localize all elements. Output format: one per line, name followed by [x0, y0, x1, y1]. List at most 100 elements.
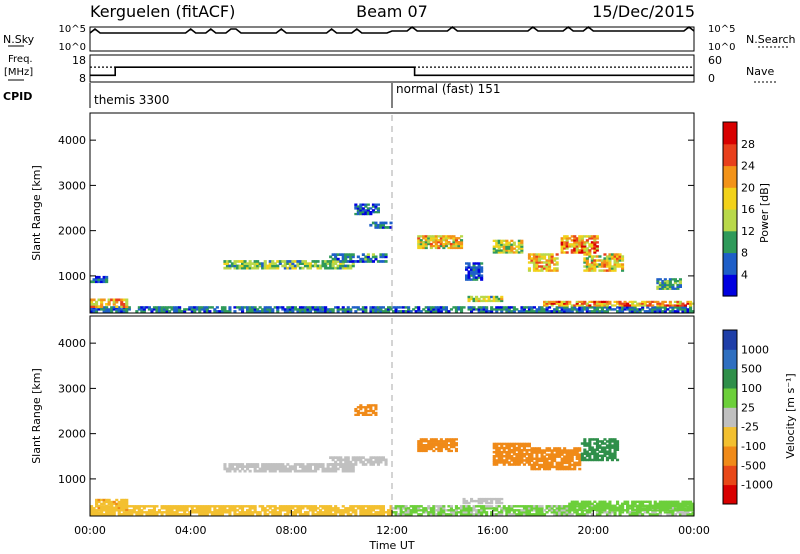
heatmap-cell	[656, 506, 660, 509]
heatmap-cell	[631, 306, 635, 309]
heatmap-cell	[621, 502, 625, 505]
heatmap-cell	[480, 276, 484, 279]
heatmap-cell	[374, 511, 378, 514]
heatmap-cell	[311, 264, 315, 268]
heatmap-cell	[354, 205, 358, 208]
heatmap-cell	[384, 255, 388, 259]
heatmap-cell	[321, 306, 325, 309]
heatmap-cell	[356, 507, 360, 510]
heatmap-cell	[228, 308, 232, 311]
heatmap-cell	[178, 509, 182, 512]
heatmap-cell	[409, 513, 413, 516]
heatmap-cell	[600, 440, 604, 443]
heatmap-cell	[560, 247, 564, 250]
heatmap-cell	[590, 446, 594, 449]
heatmap-cell	[422, 445, 426, 449]
heatmap-cell	[225, 310, 229, 313]
heatmap-cell	[392, 511, 396, 514]
heatmap-cell	[666, 287, 670, 290]
heatmap-cell	[590, 235, 594, 238]
heatmap-cell	[583, 235, 587, 238]
heatmap-cell	[424, 507, 428, 510]
heatmap-cell	[623, 300, 627, 303]
heatmap-cell	[454, 237, 458, 240]
heatmap-cell	[314, 264, 318, 268]
heatmap-cell	[457, 511, 461, 514]
heatmap-cell	[334, 467, 338, 471]
heatmap-cell	[548, 300, 552, 303]
heatmap-cell	[454, 310, 458, 313]
heatmap-cell	[248, 509, 252, 512]
heatmap-cell	[527, 253, 531, 256]
heatmap-cell	[112, 508, 116, 511]
heatmap-cell	[673, 306, 677, 309]
heatmap-cell	[115, 305, 119, 308]
heatmap-cell	[228, 507, 232, 510]
heatmap-cell	[419, 239, 423, 242]
heatmap-cell	[598, 502, 602, 505]
heatmap-cell	[258, 511, 262, 514]
heatmap-cell	[530, 253, 534, 256]
heatmap-cell	[583, 506, 587, 509]
heatmap-cell	[480, 270, 484, 273]
heatmap-cell	[656, 302, 660, 305]
heatmap-cell	[638, 511, 642, 514]
heatmap-cell	[555, 308, 559, 311]
heatmap-cell	[170, 507, 174, 510]
heatmap-cell	[140, 306, 144, 309]
heatmap-cell	[449, 237, 453, 240]
heatmap-cell	[638, 506, 642, 509]
heatmap-cell	[364, 406, 368, 409]
heatmap-cell	[125, 502, 129, 506]
heatmap-cell	[608, 446, 612, 449]
heatmap-cell	[308, 463, 312, 466]
heatmap-cell	[266, 513, 270, 516]
heatmap-cell	[381, 253, 385, 256]
heatmap-cell	[532, 263, 536, 266]
heatmap-cell	[253, 465, 257, 468]
heatmap-cell	[608, 506, 612, 509]
heatmap-cell	[507, 461, 511, 464]
heatmap-cell	[444, 513, 448, 516]
heatmap-cell	[608, 511, 612, 514]
heatmap-cell	[308, 306, 312, 309]
heatmap-cell	[482, 310, 486, 313]
heatmap-cell	[316, 264, 320, 268]
heatmap-cell	[444, 306, 448, 309]
heatmap-cell	[532, 269, 536, 272]
heatmap-cell	[228, 467, 232, 471]
heatmap-cell	[590, 263, 594, 266]
heatmap-cell	[288, 264, 292, 268]
heatmap-cell	[198, 511, 202, 514]
heatmap-cell	[356, 456, 360, 459]
heatmap-cell	[512, 243, 516, 246]
heatmap-cell	[454, 246, 458, 250]
heatmap-cell	[573, 239, 577, 242]
heatmap-cell	[442, 306, 446, 309]
heatmap-cell	[558, 507, 562, 510]
heatmap-cell	[344, 253, 348, 256]
heatmap-cell	[565, 507, 569, 510]
heatmap-cell	[117, 508, 121, 511]
heatmap-cell	[470, 306, 474, 309]
heatmap-cell	[424, 438, 428, 441]
heatmap-cell	[205, 306, 209, 309]
heatmap-cell	[296, 507, 300, 510]
heatmap-cell	[525, 310, 529, 313]
heatmap-cell	[495, 306, 499, 309]
heatmap-cell	[107, 303, 111, 306]
heatmap-cell	[454, 444, 458, 447]
heatmap-cell	[437, 513, 441, 516]
heatmap-cell	[258, 262, 262, 265]
heatmap-cell	[374, 203, 378, 206]
heatmap-cell	[578, 304, 582, 307]
heatmap-cell	[482, 297, 486, 301]
heatmap-cell	[147, 306, 151, 309]
heatmap-cell	[251, 262, 255, 265]
heatmap-cell	[658, 281, 662, 285]
heatmap-cell	[241, 260, 245, 263]
heatmap-cell	[427, 505, 431, 508]
heatmap-cell	[595, 247, 599, 250]
heatmap-cell	[653, 504, 657, 507]
heatmap-cell	[203, 511, 207, 514]
